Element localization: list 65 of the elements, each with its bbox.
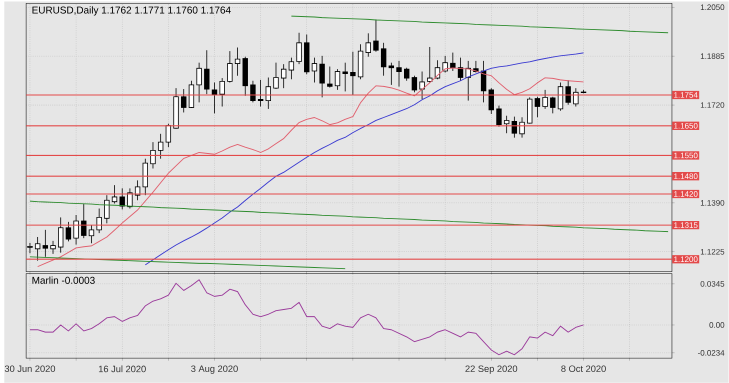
- candlestick: [565, 80, 571, 106]
- candlestick: [42, 229, 48, 258]
- candlestick: [312, 57, 318, 83]
- candlestick: [104, 194, 110, 224]
- candlestick: [450, 52, 456, 72]
- candlestick: [88, 224, 94, 244]
- candlestick: [334, 68, 340, 90]
- candlestick: [404, 67, 410, 82]
- candlestick: [266, 77, 272, 110]
- candlestick: [480, 60, 486, 103]
- candlestick: [120, 188, 125, 210]
- candlestick: [512, 116, 518, 138]
- candlestick: [196, 62, 202, 103]
- candlestick: [134, 180, 140, 201]
- candlestick: [373, 19, 379, 52]
- chart-title: EURUSD,Daily 1.1762 1.1771 1.1760 1.1764: [32, 6, 231, 16]
- candlestick: [212, 82, 218, 114]
- candlestick: [350, 51, 356, 96]
- candlestick: [34, 236, 40, 262]
- x-tick-label: 30 Jun 2020: [4, 365, 56, 372]
- candlestick: [50, 240, 56, 254]
- candlestick: [488, 88, 494, 114]
- candlestick: [496, 105, 502, 128]
- candlestick: [550, 96, 556, 114]
- candlestick: [158, 133, 164, 160]
- candlestick: [250, 80, 256, 103]
- x-tick-label: 22 Sep 2020: [465, 365, 518, 374]
- candlestick: [219, 78, 225, 107]
- candlestick: [366, 32, 371, 58]
- candlestick: [427, 46, 432, 83]
- candlestick: [166, 123, 172, 148]
- x-tick-label: 8 Oct 2020: [561, 365, 606, 372]
- candlestick: [419, 71, 425, 100]
- candlestick: [188, 80, 194, 108]
- candlestick: [81, 204, 86, 239]
- candlestick: [388, 62, 394, 86]
- candlestick: [58, 217, 64, 254]
- candlestick: [288, 57, 294, 80]
- candlestick: [380, 42, 386, 76]
- candlestick: [542, 90, 548, 110]
- candlestick: [73, 214, 79, 246]
- candlestick: [319, 55, 325, 98]
- candlestick: [573, 88, 579, 107]
- candlestick: [442, 55, 448, 73]
- candlestick: [504, 115, 510, 134]
- chart-title: Marlin -0.0003: [32, 276, 95, 284]
- candlestick: [412, 75, 418, 93]
- candlestick: [142, 158, 148, 196]
- candlestick: [227, 50, 233, 83]
- candlestick: [396, 60, 402, 88]
- candlestick: [280, 64, 286, 89]
- candlestick: [66, 221, 72, 242]
- candlestick: [204, 50, 210, 95]
- candlestick: [296, 32, 302, 65]
- candlestick: [234, 47, 240, 76]
- candlestick: [181, 88, 186, 113]
- x-tick-label: 16 Jul 2020: [98, 365, 146, 372]
- candlestick: [112, 184, 118, 204]
- candlestick: [534, 96, 540, 118]
- candlestick: [96, 208, 102, 234]
- candlestick: [342, 62, 348, 92]
- candlestick: [327, 66, 333, 88]
- candlestick: [258, 79, 264, 107]
- candlestick: [273, 62, 279, 90]
- x-tick-label: 3 Aug 2020: [191, 365, 238, 374]
